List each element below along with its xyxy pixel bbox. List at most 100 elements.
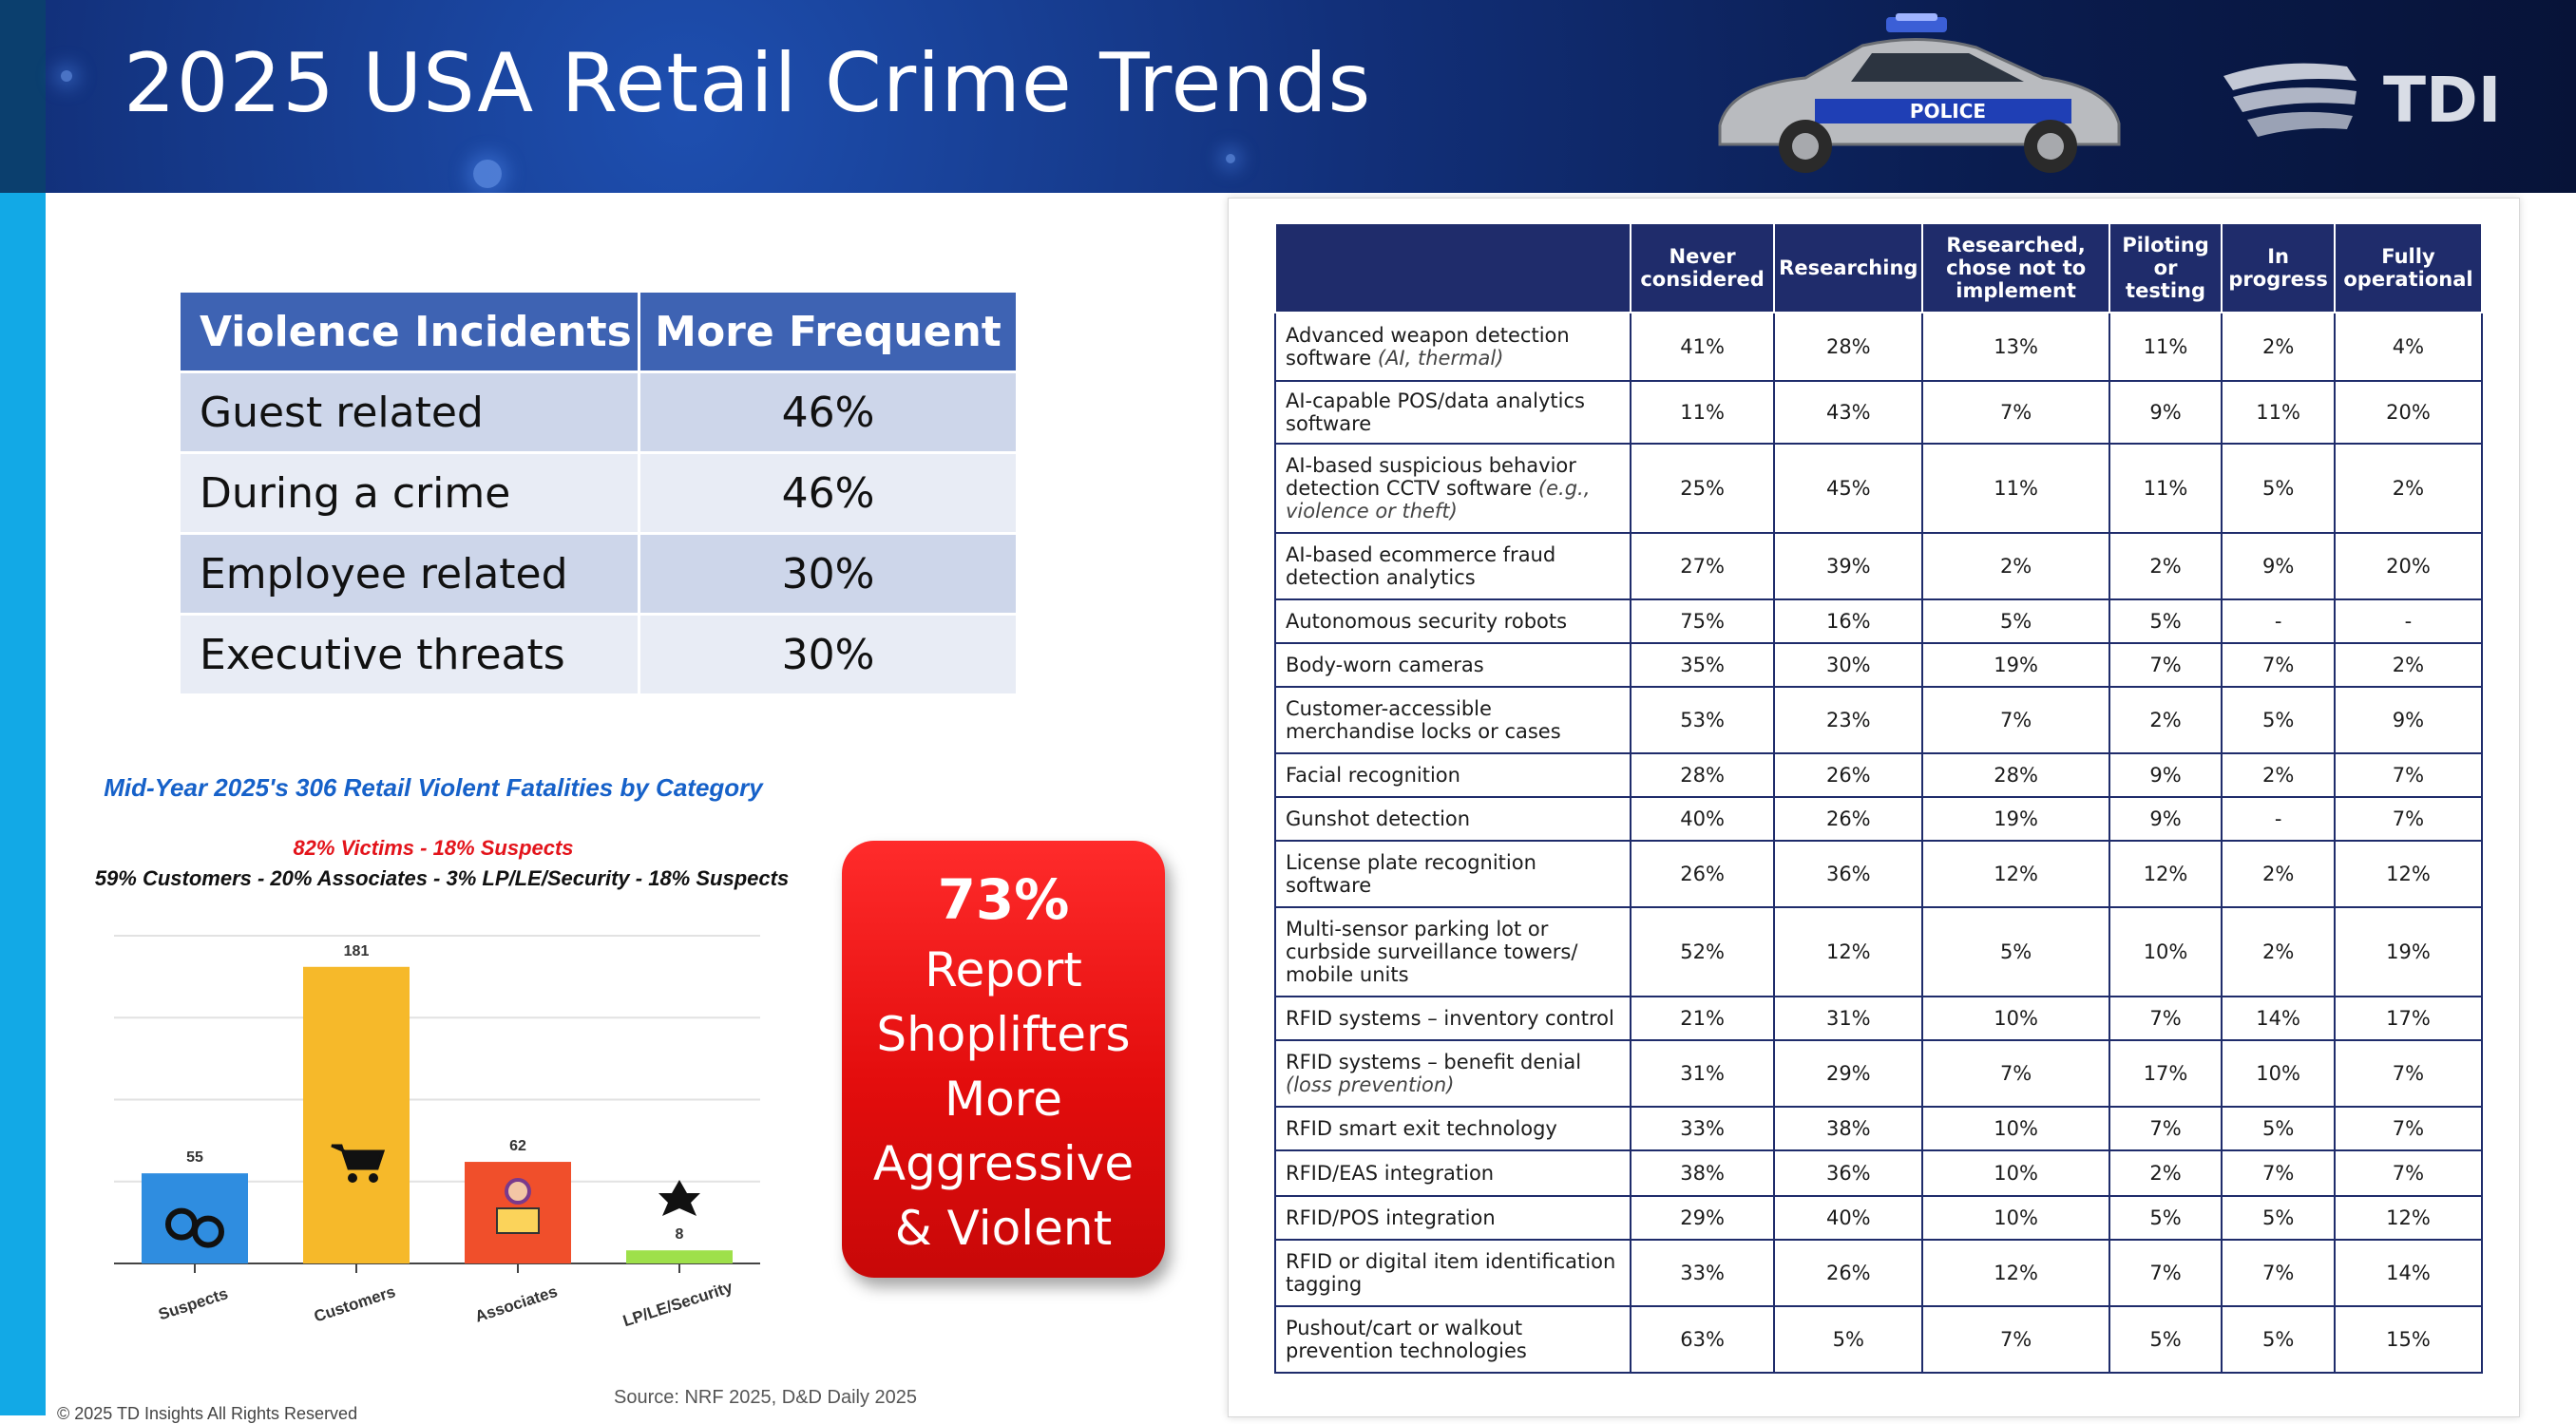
table-cell: 7% [1921, 686, 2110, 754]
table-cell: 9% [2108, 796, 2223, 842]
technology-adoption-table: Never considered Researching Researched,… [1274, 222, 2484, 1374]
table-cell: 19% [2333, 906, 2484, 997]
table-row: AI-based suspicious behavior detection C… [1274, 443, 2484, 534]
table-cell: 7% [2333, 1106, 2484, 1151]
table-cell: 12% [2333, 840, 2484, 908]
row-value: 30% [639, 613, 1019, 693]
table-cell: 7% [2333, 1039, 2484, 1108]
row-label: During a crime [181, 451, 640, 534]
bokeh-light [473, 160, 502, 188]
table-cell: 10% [1921, 1195, 2110, 1241]
table-cell: 2% [2221, 840, 2336, 908]
table-cell: 17% [2108, 1039, 2223, 1108]
table-cell: 11% [1921, 443, 2110, 534]
table-cell: 10% [1921, 996, 2110, 1041]
row-label-text: AI-based ecommerce fraud detection analy… [1286, 543, 1556, 589]
row-label: Customer-accessible merchandise locks or… [1274, 686, 1631, 754]
table-cell: 38% [1773, 1106, 1924, 1151]
table-cell: 2% [2333, 443, 2484, 534]
column-header: Fully operational [2333, 222, 2484, 313]
row-label: RFID systems – inventory control [1274, 996, 1631, 1041]
table-row: Pushout/cart or walkout prevention techn… [1274, 1305, 2484, 1374]
table-cell: 9% [2333, 686, 2484, 754]
table-cell: 26% [1773, 1239, 1924, 1307]
data-label: 62 [509, 1138, 526, 1154]
callout-percent: 73% [937, 867, 1070, 932]
callout-line: & Violent [894, 1201, 1113, 1256]
row-label-text: Body-worn cameras [1286, 654, 1484, 676]
table-cell: - [2221, 796, 2336, 842]
table-cell: 33% [1629, 1239, 1776, 1307]
table-cell: 52% [1629, 906, 1776, 997]
table-cell: 38% [1629, 1149, 1776, 1197]
cashier-register [496, 1207, 540, 1234]
row-label-text: AI-capable POS/data analytics software [1286, 389, 1585, 435]
cashier-icon [505, 1178, 531, 1205]
row-label: License plate recognition software [1274, 840, 1631, 908]
table-cell: 5% [2221, 1305, 2336, 1374]
table-cell: 10% [2221, 1039, 2336, 1108]
row-label-text: Pushout/cart or walkout prevention techn… [1286, 1317, 1527, 1362]
table-cell: 12% [1921, 840, 2110, 908]
table-cell: 31% [1773, 996, 1924, 1041]
car-text: POLICE [1910, 100, 1986, 123]
source-note: Source: NRF 2025, D&D Daily 2025 [614, 1387, 918, 1408]
table-cell: 19% [1921, 642, 2110, 688]
table-cell: 41% [1629, 312, 1776, 382]
row-label-text: RFID systems – inventory control [1286, 1007, 1614, 1030]
breakdown-line: 59% Customers - 20% Associates - 3% LP/L… [94, 866, 790, 890]
copyright-note: © 2025 TD Insights All Rights Reserved [57, 1404, 358, 1423]
table-cell: 27% [1629, 532, 1776, 600]
bokeh-light [61, 70, 72, 82]
table-cell: 11% [1629, 380, 1776, 445]
table-row: Customer-accessible merchandise locks or… [1274, 686, 2484, 754]
row-label: Executive threats [181, 613, 640, 693]
table-cell: 30% [1773, 642, 1924, 688]
table-row: Autonomous security robots 75% 16% 5% 5% - - [1274, 598, 2484, 644]
table-row: RFID/POS integration 29% 40% 10% 5% 5% 12% [1274, 1195, 2484, 1241]
data-label: 55 [186, 1149, 203, 1166]
row-label: Pushout/cart or walkout prevention techn… [1274, 1305, 1631, 1374]
x-tick-label: Customers [312, 1282, 397, 1326]
row-label: RFID/POS integration [1274, 1195, 1631, 1241]
row-label-note: (loss prevention) [1286, 1073, 1455, 1096]
table-cell: 7% [1921, 380, 2110, 445]
row-label: RFID/EAS integration [1274, 1149, 1631, 1197]
callout-text: Report Shoplifters More Aggressive & Vio… [842, 938, 1165, 1261]
row-label-text: Advanced weapon detection software [1286, 324, 1570, 370]
header-banner: 2025 USA Retail Crime Trends POLICE TDI [0, 0, 2576, 193]
table-cell: 17% [2333, 996, 2484, 1041]
table-cell: 11% [2221, 380, 2336, 445]
table-cell: 31% [1629, 1039, 1776, 1108]
table-cell: 7% [1921, 1305, 2110, 1374]
row-label: AI-capable POS/data analytics software [1274, 380, 1631, 445]
data-label: 181 [344, 943, 370, 959]
row-label-note: (AI, thermal) [1377, 347, 1504, 370]
table-cell: 10% [1921, 1106, 2110, 1151]
shoplifters-callout: 73% Report Shoplifters More Aggressive &… [842, 841, 1165, 1278]
table-cell: 12% [1921, 1239, 2110, 1307]
table-row: Facial recognition 28% 26% 28% 9% 2% 7% [1274, 752, 2484, 798]
table-row: Employee related 30% [181, 532, 1019, 615]
table-cell: 5% [2221, 686, 2336, 754]
table-row: During a crime 46% [181, 451, 1019, 534]
table-row: Guest related 46% [181, 370, 1019, 453]
column-header: More Frequent [639, 293, 1019, 372]
table-cell: 9% [2108, 752, 2223, 798]
table-row: Body-worn cameras 35% 30% 19% 7% 7% 2% [1274, 642, 2484, 688]
table-row: Multi-sensor parking lot or curbside sur… [1274, 906, 2484, 997]
table-cell: 29% [1629, 1195, 1776, 1241]
column-header: Never considered [1629, 222, 1776, 313]
logo-text: TDI [2383, 64, 2501, 137]
callout-line: More [945, 1072, 1062, 1127]
row-value: 46% [639, 370, 1019, 453]
bar-customers [303, 966, 410, 1263]
callout-line: Aggressive [872, 1136, 1135, 1191]
row-label: Body-worn cameras [1274, 642, 1631, 688]
bar-lp-le-security [626, 1250, 733, 1263]
table-cell: 28% [1773, 312, 1924, 382]
table-cell: 5% [2221, 1106, 2336, 1151]
police-car-image: POLICE [1718, 13, 2121, 173]
table-row: AI-capable POS/data analytics software 11… [1274, 380, 2484, 445]
data-label: 8 [676, 1226, 684, 1243]
